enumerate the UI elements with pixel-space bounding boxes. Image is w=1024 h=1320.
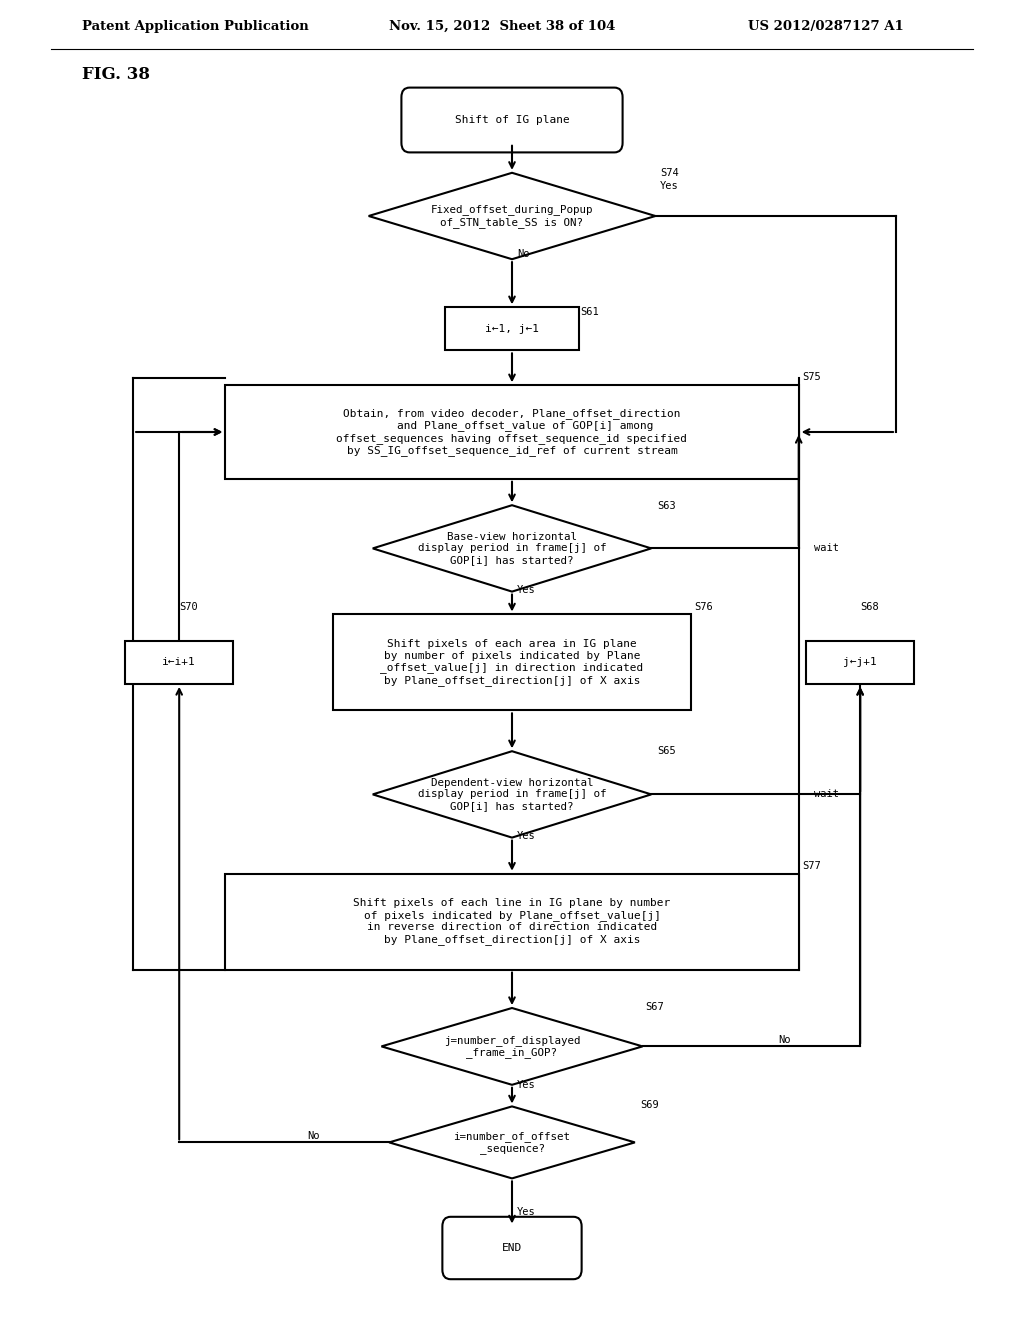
Bar [225,874,799,970]
FancyBboxPatch shape [442,1217,582,1279]
Bar [225,385,799,479]
Text: Base-view horizontal
display period in frame[j] of
GOP[i] has started?: Base-view horizontal display period in f… [418,532,606,565]
Text: Yes: Yes [517,585,536,595]
Text: S61: S61 [581,306,599,317]
Text: j=number_of_displayed
_frame_in_GOP?: j=number_of_displayed _frame_in_GOP? [443,1035,581,1059]
Text: j←j+1: j←j+1 [844,657,877,668]
Text: S69: S69 [640,1100,658,1110]
Text: END: END [502,1243,522,1253]
Text: Obtain, from video decoder, Plane_offset_direction
    and Plane_offset_value of: Obtain, from video decoder, Plane_offset… [337,408,687,457]
Text: Dependent-view horizontal
display period in frame[j] of
GOP[i] has started?: Dependent-view horizontal display period… [418,777,606,810]
Text: S70: S70 [179,602,198,612]
Text: Shift pixels of each line in IG plane by number
of pixels indicated by Plane_off: Shift pixels of each line in IG plane by… [353,899,671,945]
Text: Yes: Yes [517,832,536,841]
Text: wait: wait [814,544,839,553]
Text: No: No [307,1131,319,1142]
Text: S63: S63 [657,502,676,511]
Text: S76: S76 [694,602,713,612]
Text: wait: wait [814,789,839,800]
Text: No: No [517,249,529,260]
FancyBboxPatch shape [401,87,623,152]
Text: Shift pixels of each area in IG plane
by number of pixels indicated by Plane
_of: Shift pixels of each area in IG plane by… [380,639,644,685]
Text: Fixed_offset_during_Popup
of_STN_table_SS is ON?: Fixed_offset_during_Popup of_STN_table_S… [431,205,593,228]
Text: S74: S74 [660,168,679,178]
Text: Nov. 15, 2012  Sheet 38 of 104: Nov. 15, 2012 Sheet 38 of 104 [389,20,615,33]
Bar [445,308,579,350]
Text: Shift of IG plane: Shift of IG plane [455,115,569,125]
Text: S75: S75 [802,372,820,381]
Bar [125,640,232,684]
Text: Yes: Yes [517,1080,536,1090]
Text: Patent Application Publication: Patent Application Publication [82,20,308,33]
Text: Yes: Yes [517,1206,536,1217]
Bar [333,614,691,710]
Polygon shape [373,751,651,838]
Text: S68: S68 [860,602,879,612]
Polygon shape [381,1008,643,1085]
Polygon shape [373,506,651,591]
Text: FIG. 38: FIG. 38 [82,66,150,83]
Polygon shape [389,1106,635,1179]
Text: S65: S65 [657,746,676,756]
Text: S67: S67 [645,1002,664,1011]
Text: i←1, j←1: i←1, j←1 [485,323,539,334]
Text: Yes: Yes [659,181,678,191]
Bar [807,640,913,684]
Text: i=number_of_offset
_sequence?: i=number_of_offset _sequence? [454,1131,570,1154]
Text: US 2012/0287127 A1: US 2012/0287127 A1 [748,20,903,33]
Text: i←i+1: i←i+1 [163,657,196,668]
Text: No: No [778,1035,791,1045]
Text: S77: S77 [802,861,820,871]
Polygon shape [369,173,655,259]
